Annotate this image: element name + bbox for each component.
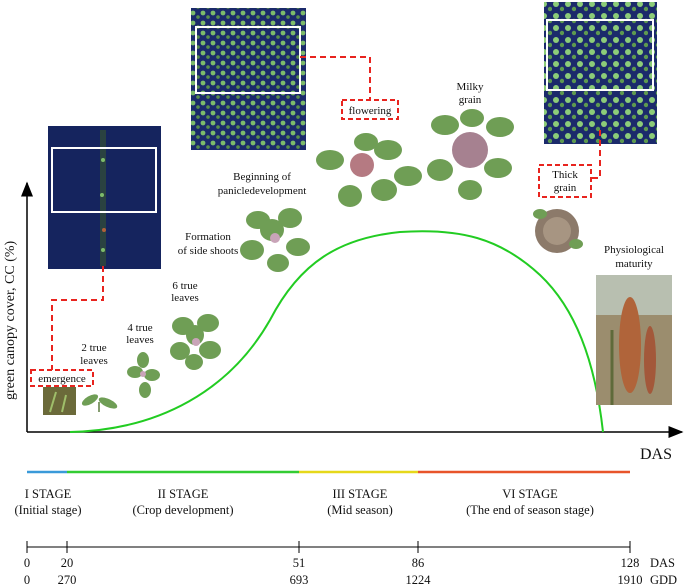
plant-two-leaves bbox=[81, 394, 118, 412]
das-unit-label: DAS bbox=[650, 556, 675, 570]
label-milky-grain-line2: grain bbox=[459, 94, 482, 106]
plant-panicle-development bbox=[316, 133, 422, 207]
label-two-leaves-line2: leaves bbox=[80, 355, 107, 367]
label-panicle-line1: Beginning of bbox=[233, 171, 291, 183]
y-axis-label: green canopy cover, CC (%) bbox=[3, 240, 18, 400]
stage-name-2: II STAGE bbox=[158, 487, 209, 501]
thick-grain-box bbox=[538, 164, 592, 198]
photo-physiological-maturity bbox=[596, 275, 672, 405]
plant-milky-grain bbox=[427, 109, 514, 200]
satellite-image-thick-grain bbox=[544, 2, 657, 144]
plant-side-shoots bbox=[240, 208, 310, 272]
gdd-tick-4: 1910 bbox=[618, 573, 643, 587]
canopy-cover-curve bbox=[69, 230, 604, 433]
plant-four-leaves bbox=[127, 352, 160, 398]
label-flowering: flowering bbox=[349, 105, 392, 117]
label-maturity-line2: maturity bbox=[615, 258, 653, 270]
plant-thick-grain bbox=[533, 209, 583, 253]
connector-flowering bbox=[300, 56, 371, 100]
label-thick-grain-line1: Thick bbox=[552, 169, 578, 181]
label-four-leaves-line2: leaves bbox=[126, 334, 153, 346]
gdd-tick-1: 270 bbox=[58, 573, 77, 587]
label-two-leaves-line1: 2 true bbox=[81, 342, 106, 354]
gdd-unit-label: GDD bbox=[650, 573, 677, 587]
gdd-tick-3: 1224 bbox=[406, 573, 432, 587]
das-tick-0: 0 bbox=[24, 556, 30, 570]
stage-desc-3: (Mid season) bbox=[327, 503, 393, 517]
label-four-leaves-line1: 4 true bbox=[127, 322, 152, 334]
das-gdd-scale: 0 20 51 86 128 DAS 0 270 693 1224 1910 G… bbox=[24, 541, 677, 587]
label-panicle-line2: panicledevelopment bbox=[218, 185, 307, 197]
label-milky-grain-line1: Milky bbox=[457, 81, 484, 93]
satellite-image-flowering bbox=[191, 8, 306, 150]
das-tick-3: 86 bbox=[412, 556, 425, 570]
das-tick-4: 128 bbox=[621, 556, 640, 570]
stage-name-1: I STAGE bbox=[25, 487, 72, 501]
connector-thick-grain bbox=[592, 130, 601, 179]
label-thick-grain-line2: grain bbox=[554, 182, 577, 194]
das-tick-1: 20 bbox=[61, 556, 74, 570]
label-emergence: emergence bbox=[38, 373, 86, 385]
emergence-box bbox=[30, 369, 94, 387]
gdd-tick-0: 0 bbox=[24, 573, 30, 587]
stage-desc-4: (The end of season stage) bbox=[466, 503, 594, 517]
label-six-leaves-line1: 6 true bbox=[172, 280, 197, 292]
label-side-shoots-line2: of side shoots bbox=[178, 245, 239, 257]
label-maturity-line1: Physiological bbox=[604, 244, 664, 256]
stage-desc-2: (Crop development) bbox=[132, 503, 233, 517]
label-side-shoots-line1: Formation bbox=[185, 231, 231, 243]
x-axis-label: DAS bbox=[640, 446, 672, 463]
dashed-connectors bbox=[51, 56, 601, 372]
label-six-leaves-line2: leaves bbox=[171, 292, 198, 304]
das-tick-2: 51 bbox=[293, 556, 306, 570]
stage-name-3: III STAGE bbox=[333, 487, 388, 501]
plant-six-leaves bbox=[170, 314, 221, 370]
gdd-tick-2: 693 bbox=[290, 573, 309, 587]
stage-name-4: VI STAGE bbox=[502, 487, 558, 501]
flowering-box bbox=[341, 99, 399, 120]
stage-desc-1: (Initial stage) bbox=[15, 503, 82, 517]
connector-emergence bbox=[51, 266, 104, 372]
satellite-image-emergence bbox=[48, 126, 161, 269]
photo-emergence bbox=[43, 387, 76, 415]
